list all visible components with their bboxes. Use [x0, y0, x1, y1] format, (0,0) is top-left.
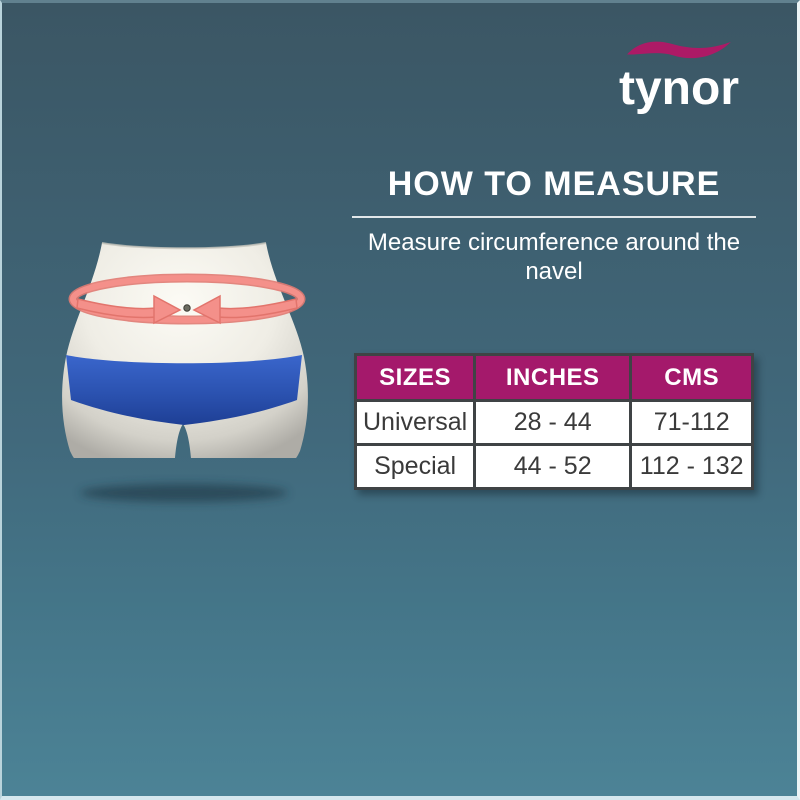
- col-header-sizes: SIZES: [353, 353, 477, 402]
- briefs: [66, 355, 302, 425]
- brand-logo: tynor: [611, 39, 747, 112]
- measure-arrows: [76, 294, 298, 325]
- table-row-universal: Universal 28 - 44 71-112: [353, 399, 755, 446]
- size-chart-header-row: SIZES INCHES CMS: [353, 353, 755, 402]
- size-chart-table: SIZES INCHES CMS Universal 28 - 44 71-11…: [353, 353, 755, 490]
- cell-inches: 44 - 52: [473, 443, 633, 490]
- col-header-inches: INCHES: [473, 353, 633, 402]
- cell-cms: 112 - 132: [629, 443, 755, 490]
- figure-shadow: [80, 484, 288, 502]
- heading-block: HOW TO MEASURE Measure circumference aro…: [350, 165, 758, 287]
- cell-size: Universal: [353, 399, 477, 446]
- measure-instruction: Measure circumference around the navel: [367, 229, 741, 286]
- cell-size: Special: [353, 443, 477, 490]
- col-header-cms: CMS: [629, 353, 755, 402]
- title-divider: [352, 216, 756, 218]
- waist-measurement-illustration: [62, 242, 308, 502]
- logo-swoosh-icon: [627, 41, 731, 59]
- brand-name: tynor: [619, 62, 739, 115]
- cell-cms: 71-112: [629, 399, 755, 446]
- cell-inches: 28 - 44: [473, 399, 633, 446]
- waist-cut-edge: [101, 242, 267, 250]
- table-row-special: Special 44 - 52 112 - 132: [353, 443, 755, 490]
- navel-dot: [183, 304, 191, 312]
- page-title: HOW TO MEASURE: [387, 165, 721, 203]
